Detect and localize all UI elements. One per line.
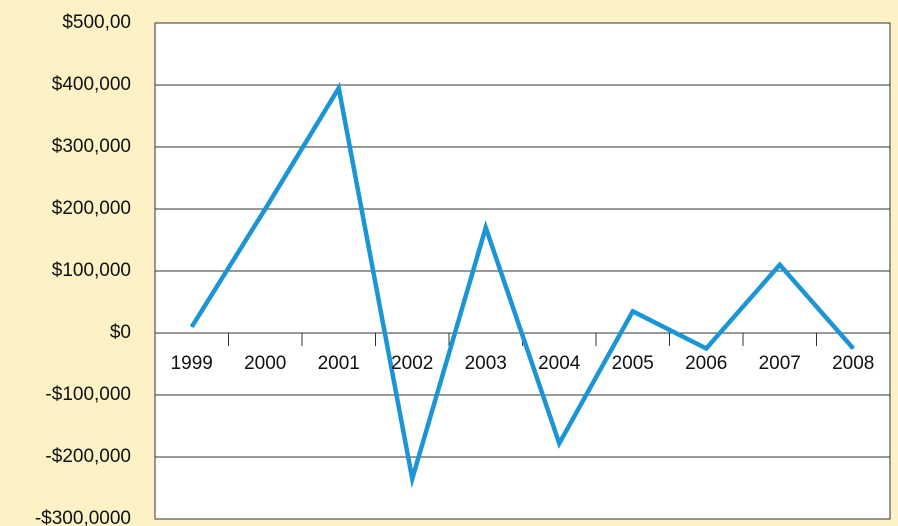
- gridlines: [155, 22, 890, 520]
- y-tick-label: $200,000: [52, 198, 131, 219]
- data-point: [338, 87, 340, 89]
- x-tick-label: 1999: [171, 353, 213, 374]
- y-axis-labels: $500,00 $400,000 $300,000 $200,000 $100,000 $…: [35, 12, 131, 526]
- x-tick-label: 2006: [685, 353, 727, 374]
- data-point: [191, 326, 193, 328]
- x-tick-label: 2004: [538, 353, 581, 374]
- x-tick-label: 2002: [391, 353, 433, 374]
- y-tick-label: $300,000: [52, 136, 131, 157]
- series-lines: [189, 81, 855, 489]
- data-point: [705, 348, 707, 349]
- data-point: [485, 227, 487, 229]
- x-tick-label: 2001: [318, 353, 360, 374]
- y-tick-label: -$200,000: [45, 446, 131, 467]
- y-tick-label: $0: [110, 322, 131, 343]
- x-axis-labels: 1999 2000 2001 2002 2003 2004 2005 2006 2007 2008: [171, 353, 875, 374]
- x-tick-label: 2003: [465, 353, 507, 374]
- data-point: [264, 208, 266, 210]
- y-tick-label: $100,000: [52, 260, 131, 281]
- y-tick-label: $400,000: [52, 74, 131, 95]
- y-tick-label: -$300,0000: [35, 508, 131, 526]
- data-point: [852, 348, 854, 349]
- y-tick-label: -$100,000: [45, 384, 131, 405]
- x-axis-ticks: [228, 333, 817, 346]
- y-tick-label: $500,00: [62, 12, 131, 33]
- data-point: [411, 478, 413, 480]
- plot-border: [154, 22, 891, 520]
- data-point: [558, 442, 560, 444]
- series-line: [189, 81, 855, 489]
- data-point: [632, 310, 634, 312]
- x-tick-label: 2008: [832, 353, 874, 374]
- data-point: [779, 264, 781, 266]
- x-tick-label: 2007: [759, 353, 801, 374]
- x-tick-label: 2005: [612, 353, 654, 374]
- x-tick-label: 2000: [244, 353, 286, 374]
